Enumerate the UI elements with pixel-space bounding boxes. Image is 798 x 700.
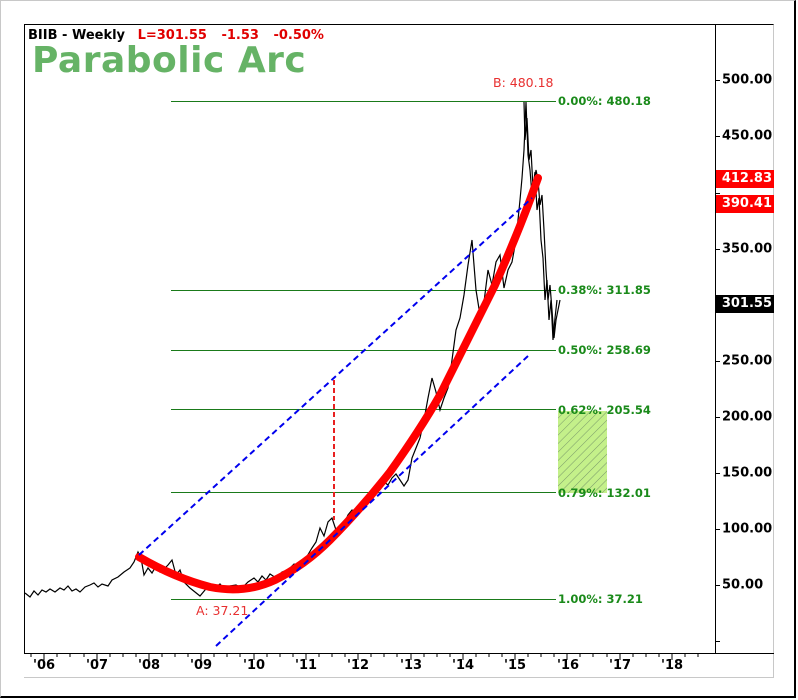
fib-label-62: 0.62%: 205.54 <box>558 403 651 417</box>
xtick-2015: '15 <box>504 658 527 673</box>
ytick-mark <box>715 361 720 362</box>
fib-label-79: 0.79%: 132.01 <box>558 486 651 500</box>
point-a-label: A: 37.21 <box>196 603 249 618</box>
xtick-2007: '07 <box>86 658 109 673</box>
plot-area <box>24 24 716 654</box>
fib-label-100: 1.00%: 37.21 <box>558 592 643 606</box>
ytick-mark <box>715 585 720 586</box>
ytick-450: 450.00 <box>722 128 773 144</box>
price-spike <box>523 101 558 341</box>
xtick-2009: '09 <box>190 658 213 673</box>
chart-title: Parabolic Arc <box>32 40 307 81</box>
ytick-mark <box>715 473 720 474</box>
y-axis-line <box>715 24 716 654</box>
x-axis-border <box>24 677 774 678</box>
ytick-50: 50.00 <box>722 577 764 593</box>
x-axis-line <box>24 653 774 654</box>
xtick-2018: '18 <box>661 658 684 673</box>
ytick-100: 100.00 <box>722 521 773 537</box>
ytick-mark <box>715 249 720 250</box>
last-price: L=301.55 <box>137 28 207 43</box>
price-tag-channel-end: 390.41 <box>716 195 774 213</box>
ytick-500: 500.00 <box>722 72 773 88</box>
ytick-mark <box>715 80 720 81</box>
ytick-mark <box>715 136 720 137</box>
xtick-2012: '12 <box>347 658 370 673</box>
xtick-2013: '13 <box>400 658 423 673</box>
target-zone <box>558 411 607 493</box>
fib-label-0: 0.00%: 480.18 <box>558 94 651 108</box>
price-change: -1.53 <box>221 28 259 43</box>
xtick-2011: '11 <box>295 658 318 673</box>
ytick-150: 150.00 <box>722 465 773 481</box>
ytick-200: 200.00 <box>722 409 773 425</box>
fib-label-50: 0.50%: 258.69 <box>558 343 651 357</box>
lower-channel-line <box>215 355 529 647</box>
price-series <box>24 101 561 598</box>
ytick-mark <box>715 529 720 530</box>
upper-channel-line <box>138 197 533 556</box>
chart-header: BIIB - Weekly L=301.55 -1.53 -0.50% <box>28 28 334 43</box>
xtick-2008: '08 <box>138 658 161 673</box>
xtick-2014: '14 <box>452 658 475 673</box>
ytick-mark <box>715 641 720 642</box>
symbol-label: BIIB - Weekly <box>28 28 126 43</box>
price-tag-arc-end: 412.83 <box>716 170 774 188</box>
quote-info: L=301.55 -1.53 -0.50% <box>138 28 334 43</box>
ytick-mark <box>715 193 720 194</box>
xtick-2017: '17 <box>609 658 632 673</box>
price-tag-last: 301.55 <box>716 295 774 313</box>
xtick-2016: '16 <box>557 658 580 673</box>
ytick-350: 350.00 <box>722 241 773 257</box>
price-change-pct: -0.50% <box>273 28 324 43</box>
fib-label-38: 0.38%: 311.85 <box>558 283 651 297</box>
xtick-2006: '06 <box>33 658 56 673</box>
ytick-mark <box>715 417 720 418</box>
xtick-2010: '10 <box>243 658 266 673</box>
parabolic-arc <box>135 174 542 594</box>
point-b-label: B: 480.18 <box>493 75 554 90</box>
ytick-250: 250.00 <box>722 353 773 369</box>
